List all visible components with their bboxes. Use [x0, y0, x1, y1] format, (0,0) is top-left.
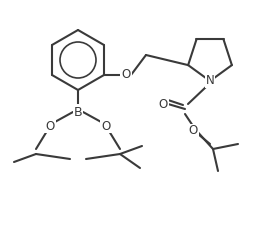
- Text: N: N: [206, 75, 214, 87]
- Text: O: O: [188, 124, 198, 138]
- Text: O: O: [101, 120, 111, 132]
- Text: O: O: [121, 69, 131, 81]
- Text: O: O: [158, 97, 168, 111]
- Text: B: B: [74, 105, 82, 119]
- Text: O: O: [45, 120, 54, 132]
